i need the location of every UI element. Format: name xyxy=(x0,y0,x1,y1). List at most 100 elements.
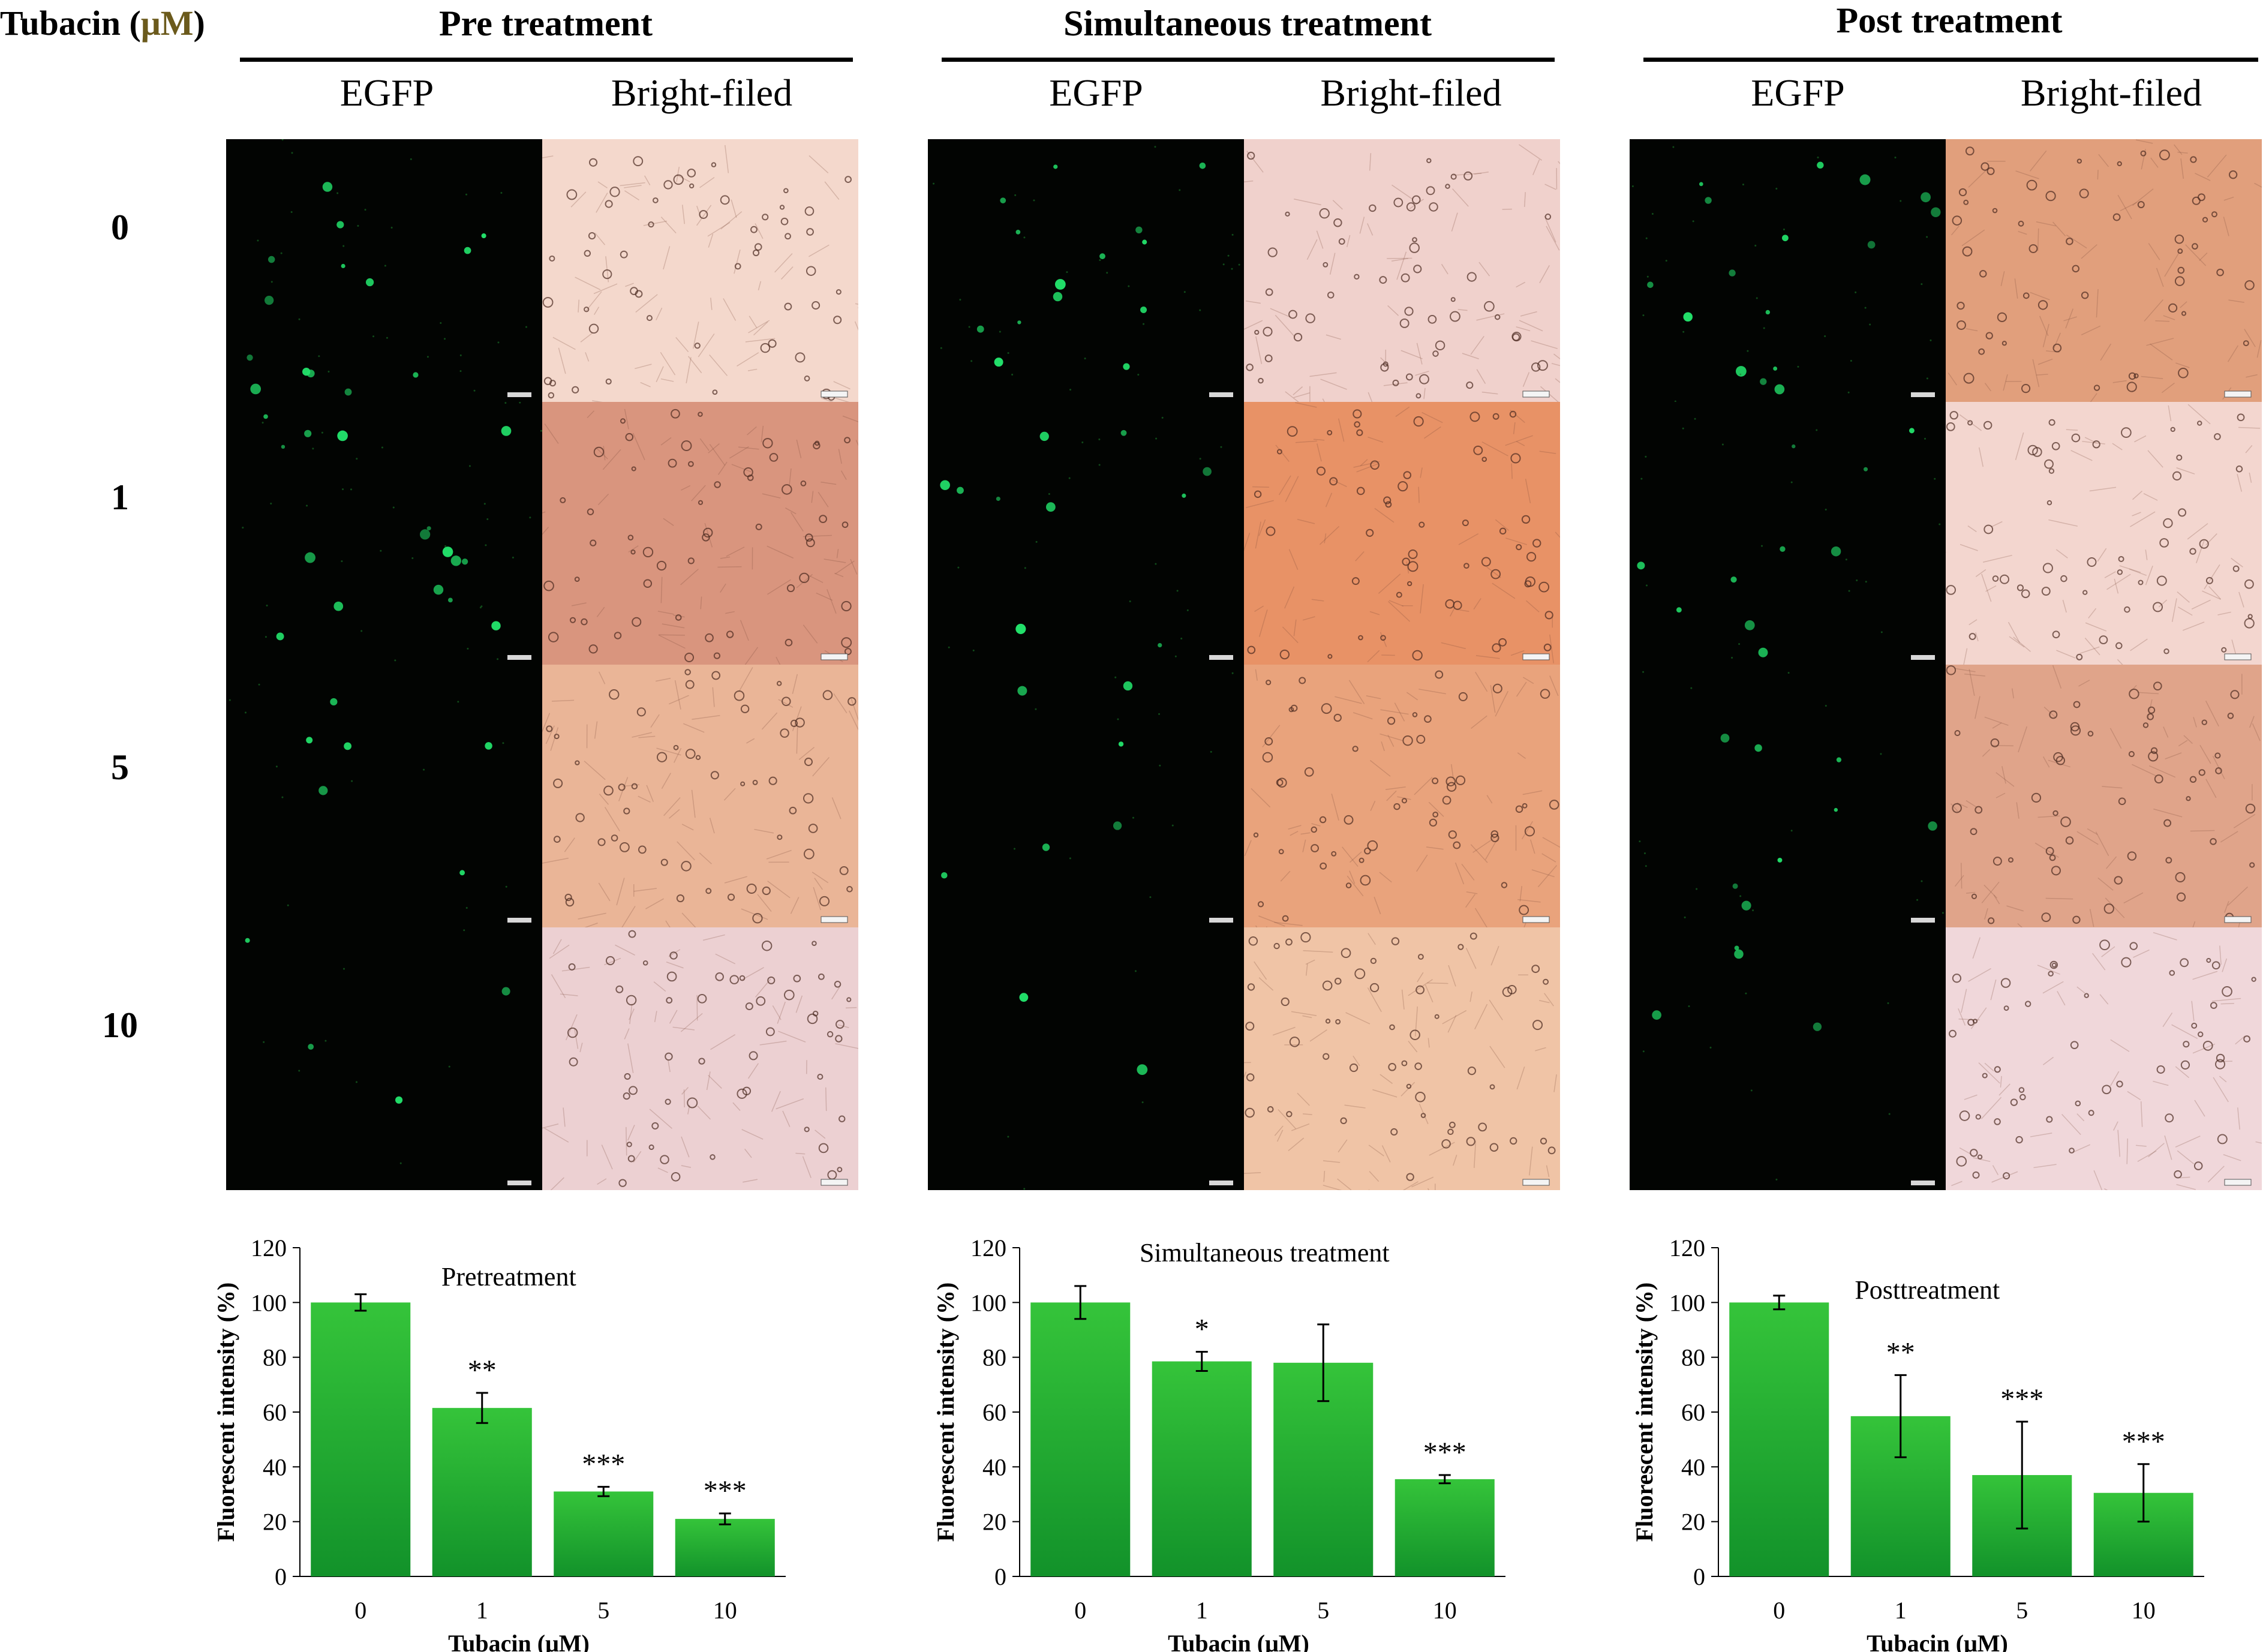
significance-label: * xyxy=(1195,1314,1209,1345)
error-bar-0 xyxy=(1074,1285,1087,1320)
error-bar-5 xyxy=(2016,1420,2028,1530)
group-title-simultaneous: Simultaneous treatment xyxy=(1063,4,1432,43)
significance-label: *** xyxy=(704,1475,747,1507)
y-tick-label: 100 xyxy=(970,1289,1006,1316)
y-tick-label: 20 xyxy=(263,1509,287,1536)
y-tick-label: 0 xyxy=(994,1563,1006,1590)
egfp-micrograph xyxy=(226,402,542,665)
bright-field-micrograph xyxy=(1946,402,2262,665)
col-label-post-bright: Bright-filed xyxy=(2020,71,2202,114)
significance-label: *** xyxy=(2000,1383,2043,1415)
corner-label: Tubacin (μM) xyxy=(0,3,205,43)
y-axis-label: Fluorescent intensity (%) xyxy=(932,1282,959,1542)
col-label-pre-bright: Bright-filed xyxy=(611,71,793,114)
y-tick-label: 60 xyxy=(1681,1399,1705,1426)
x-tick-label: 10 xyxy=(2132,1597,2156,1624)
egfp-micrograph xyxy=(928,402,1244,665)
y-tick-label: 80 xyxy=(263,1344,287,1371)
bar-0 xyxy=(1030,1302,1131,1576)
egfp-micrograph xyxy=(928,139,1244,402)
bar-0 xyxy=(311,1302,411,1576)
egfp-micrograph xyxy=(928,665,1244,927)
y-axis-label: Fluorescent intensity (%) xyxy=(212,1282,239,1542)
bright-field-micrograph xyxy=(1244,665,1560,927)
group-rule-pre xyxy=(240,58,853,62)
corner-label-suffix: ) xyxy=(193,4,205,43)
col-label-sim-bright: Bright-filed xyxy=(1320,71,1502,114)
bar-10 xyxy=(1395,1479,1495,1576)
x-tick-label: 5 xyxy=(2016,1597,2028,1624)
bright-field-micrograph xyxy=(1946,139,2262,402)
egfp-micrograph xyxy=(226,665,542,927)
group-title-pre: Pre treatment xyxy=(439,4,653,43)
row-label-1: 1 xyxy=(111,477,129,517)
egfp-micrograph xyxy=(1630,139,1946,402)
significance-label: *** xyxy=(2122,1426,2165,1458)
x-tick-label: 0 xyxy=(1773,1597,1785,1624)
y-tick-label: 120 xyxy=(251,1235,287,1261)
x-tick-label: 1 xyxy=(1196,1597,1208,1624)
row-label-5: 5 xyxy=(111,747,129,787)
bar-chart: 0 20 40 60 80 100 120 0 ** 1 *** 5 *** 10 Pretreatment… xyxy=(212,1235,786,1652)
y-tick-label: 60 xyxy=(263,1399,287,1426)
egfp-micrograph xyxy=(226,139,542,402)
bright-field-micrograph xyxy=(1244,927,1560,1190)
bright-field-micrograph xyxy=(542,927,858,1190)
error-bar-10 xyxy=(1438,1474,1451,1485)
significance-label: *** xyxy=(1423,1437,1466,1468)
y-tick-label: 80 xyxy=(982,1344,1006,1371)
bright-field-micrograph xyxy=(1946,927,2262,1190)
egfp-micrograph xyxy=(1630,665,1946,927)
x-axis-label: Tubacin (μM) xyxy=(1867,1630,2008,1652)
y-tick-label: 80 xyxy=(1681,1344,1705,1371)
error-bar-1 xyxy=(476,1392,488,1424)
x-tick-label: 5 xyxy=(1317,1597,1329,1624)
bright-field-micrograph xyxy=(542,402,858,665)
bright-field-micrograph xyxy=(542,139,858,402)
egfp-micrograph xyxy=(1630,927,1946,1190)
x-tick-label: 10 xyxy=(713,1597,737,1624)
row-label-0: 0 xyxy=(111,208,129,247)
chart-pretreatment: 0 20 40 60 80 100 120 0 ** 1 *** 5 *** 10 Pretreatment… xyxy=(204,1230,804,1652)
y-tick-label: 20 xyxy=(1681,1509,1705,1536)
bright-field-micrograph xyxy=(1244,139,1560,402)
y-tick-label: 120 xyxy=(970,1235,1006,1261)
x-tick-label: 1 xyxy=(1895,1597,1907,1624)
error-bar-1 xyxy=(1894,1374,1907,1458)
error-bar-5 xyxy=(1317,1323,1330,1402)
chart-title: Posttreatment xyxy=(1855,1275,2000,1305)
egfp-micrograph xyxy=(1630,402,1946,665)
y-tick-label: 40 xyxy=(263,1453,287,1480)
bar-5 xyxy=(554,1491,654,1576)
y-axis-label: Fluorescent intensity (%) xyxy=(1631,1282,1658,1542)
significance-label: *** xyxy=(582,1449,625,1480)
y-tick-label: 60 xyxy=(982,1399,1006,1426)
col-label-pre-egfp: EGFP xyxy=(339,71,434,114)
y-tick-label: 40 xyxy=(1681,1453,1705,1480)
error-bar-1 xyxy=(1195,1351,1208,1372)
egfp-micrograph xyxy=(928,927,1244,1190)
bright-field-micrograph xyxy=(542,665,858,927)
error-bar-5 xyxy=(597,1486,610,1497)
bar-chart: 0 20 40 60 80 100 120 0 ** 1 *** 5 *** 10 Posttreatmen… xyxy=(1631,1235,2204,1652)
y-tick-label: 0 xyxy=(1693,1563,1705,1590)
x-axis-label: Tubacin (μM) xyxy=(448,1630,590,1652)
error-bar-10 xyxy=(719,1512,731,1525)
row-label-10: 10 xyxy=(102,1005,138,1045)
x-tick-label: 1 xyxy=(476,1597,488,1624)
y-tick-label: 100 xyxy=(1669,1289,1705,1316)
significance-label: ** xyxy=(1886,1336,1915,1368)
y-tick-label: 20 xyxy=(982,1509,1006,1536)
group-rule-simultaneous xyxy=(942,58,1555,62)
egfp-micrograph xyxy=(226,927,542,1190)
bar-1 xyxy=(432,1408,532,1576)
bright-field-micrograph xyxy=(1244,402,1560,665)
chart-posttreatment: 0 20 40 60 80 100 120 0 ** 1 *** 5 *** 10 Posttreatmen… xyxy=(1622,1230,2222,1652)
y-tick-label: 120 xyxy=(1669,1235,1705,1261)
error-bar-0 xyxy=(354,1293,367,1312)
x-tick-label: 0 xyxy=(1074,1597,1086,1624)
bar-0 xyxy=(1729,1302,1829,1576)
error-bar-0 xyxy=(1773,1294,1786,1311)
y-tick-label: 0 xyxy=(275,1563,287,1590)
corner-label-prefix: Tubacin ( xyxy=(0,4,141,43)
